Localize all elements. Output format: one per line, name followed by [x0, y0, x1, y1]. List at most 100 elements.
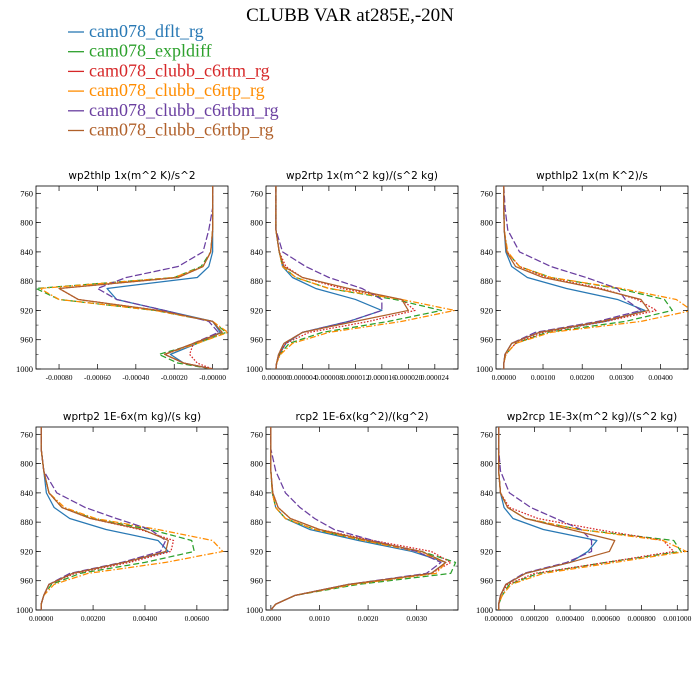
legend-label: cam078_clubb_c6rtbm_rg: [89, 100, 279, 120]
x-tick-label: 0.000016: [368, 373, 396, 382]
x-tick-label: 0.00000: [29, 614, 54, 623]
y-tick-label: 1000: [476, 364, 493, 374]
panel-wp2rcp: wp2rcp 1E-3x(m^2 kg)/(s^2 kg) 760 800 840 88…: [476, 411, 692, 623]
legend-entry-cam078-clubb-c6rtm-rg: cam078_clubb_c6rtm_rg: [68, 60, 270, 80]
x-tick-label: 0.00200: [570, 373, 595, 382]
panel-rcp2: rcp2 1E-6x(kg^2)/(kg^2) 760 800 840 880 920 96…: [246, 411, 459, 623]
legend-entry-cam078-expldiff: cam078_expldiff: [68, 41, 212, 61]
x-tick-label: 0.000600: [592, 614, 620, 623]
y-tick-label: 760: [250, 188, 263, 198]
x-tick-label: 0.0000: [261, 614, 282, 623]
x-tick-label: 0.000000: [485, 614, 513, 623]
y-tick-label: 920: [250, 546, 263, 556]
series-group: [503, 186, 688, 369]
y-tick-label: 1000: [246, 605, 263, 615]
x-tick-label: 0.001000: [663, 614, 691, 623]
y-tick-label: 880: [250, 276, 263, 286]
y-tick-label: 960: [480, 576, 493, 586]
x-tick-label: 0.00300: [609, 373, 634, 382]
x-tick-label: 0.00600: [185, 614, 210, 623]
series-line-cam078-dflt-rg: [40, 427, 169, 610]
panel-title: wp2rcp 1E-3x(m^2 kg)/(s^2 kg): [507, 411, 678, 423]
series-group: [275, 186, 456, 369]
panel-wprtp2: wprtp2 1E-6x(m kg)/(s kg) 760 800 840 880 920…: [16, 411, 229, 623]
x-tick-label: -0.00000: [199, 373, 226, 382]
series-line-cam078-clubb-c6rtbp-rg: [270, 427, 447, 610]
panel-title: wp2thlp 1x(m^2 K)/s^2: [68, 170, 195, 182]
legend-label: cam078_dflt_rg: [89, 21, 204, 41]
panel-title: wp2rtp 1x(m^2 kg)/(s^2 kg): [286, 170, 438, 182]
y-tick-label: 1000: [476, 605, 493, 615]
panel-title: wprtp2 1E-6x(m kg)/(s kg): [63, 411, 201, 423]
x-tick-label: 0.00400: [133, 614, 158, 623]
series-line-cam078-clubb-c6rtbp-rg: [40, 427, 169, 610]
legend-label: cam078_clubb_c6rtm_rg: [89, 60, 270, 80]
y-tick-label: 840: [20, 488, 33, 498]
x-tick-label: 0.000004: [288, 373, 316, 382]
legend-entry-cam078-dflt-rg: cam078_dflt_rg: [68, 21, 204, 41]
series-line-cam078-clubb-c6rtbp-rg: [498, 427, 616, 610]
x-tick-label: 0.0010: [309, 614, 330, 623]
legend-label: cam078_clubb_c6rtbp_rg: [89, 120, 274, 140]
series-line-cam078-clubb-c6rtbp-rg: [503, 186, 650, 369]
series-group: [36, 186, 228, 369]
series-line-cam078-expldiff: [40, 427, 195, 610]
series-line-cam078-clubb-c6rtbp-rg: [58, 186, 223, 369]
y-tick-label: 840: [480, 488, 493, 498]
series-line-cam078-clubb-c6rtbm-rg: [40, 427, 167, 610]
panel-frame: [35, 185, 229, 370]
series-line-cam078-clubb-c6rtbm-rg: [498, 427, 593, 610]
y-tick-label: 960: [20, 576, 33, 586]
series-line-cam078-clubb-c6rtbm-rg: [503, 186, 642, 369]
series-line-cam078-expldiff: [36, 186, 227, 369]
y-tick-label: 920: [250, 305, 263, 315]
x-tick-label: 0.00100: [531, 373, 556, 382]
panel-wp2rtp: wp2rtp 1x(m^2 kg)/(s^2 kg) 760 800 840 880 92…: [246, 170, 459, 382]
y-tick-label: 920: [20, 546, 33, 556]
y-tick-label: 800: [20, 218, 33, 228]
x-tick-label: 0.00200: [81, 614, 106, 623]
series-group: [270, 427, 457, 610]
y-tick-label: 800: [480, 218, 493, 228]
panel-title: wpthlp2 1x(m K^2)/s: [536, 170, 648, 182]
x-tick-label: 0.00400: [648, 373, 673, 382]
legend-entry-cam078-clubb-c6rtbp-rg: cam078_clubb_c6rtbp_rg: [68, 120, 274, 140]
panel-frame: [495, 185, 689, 370]
x-tick-label: -0.00020: [161, 373, 188, 382]
series-line-cam078-clubb-c6rtp-rg: [40, 427, 224, 610]
series-line-cam078-clubb-c6rtbm-rg: [270, 427, 442, 610]
x-tick-label: 0.000000: [262, 373, 290, 382]
legend-entry-cam078-clubb-c6rtbm-rg: cam078_clubb_c6rtbm_rg: [68, 100, 279, 120]
y-tick-label: 760: [20, 188, 33, 198]
series-line-cam078-dflt-rg: [503, 186, 646, 369]
y-tick-label: 760: [250, 429, 263, 439]
legend-entry-cam078-clubb-c6rtp-rg: cam078_clubb_c6rtp_rg: [68, 80, 265, 100]
y-tick-label: 920: [20, 305, 33, 315]
panel-frame: [265, 185, 459, 370]
x-tick-label: 0.000012: [341, 373, 369, 382]
y-tick-label: 880: [480, 276, 493, 286]
y-tick-label: 800: [480, 459, 493, 469]
x-tick-label: 0.000200: [520, 614, 548, 623]
y-tick-label: 760: [20, 429, 33, 439]
y-tick-label: 840: [20, 247, 33, 257]
y-tick-label: 960: [250, 576, 263, 586]
panel-frame: [495, 426, 689, 611]
x-tick-label: 0.00000: [492, 373, 517, 382]
x-tick-label: 0.000800: [628, 614, 656, 623]
y-tick-label: 960: [250, 335, 263, 345]
y-tick-label: 1000: [246, 364, 263, 374]
legend-label: cam078_expldiff: [89, 41, 212, 61]
y-tick-label: 1000: [16, 605, 33, 615]
x-tick-label: 0.000020: [394, 373, 422, 382]
figure-title: CLUBB VAR at285E,-20N: [246, 5, 454, 26]
series-line-cam078-clubb-c6rtm-rg: [40, 427, 175, 610]
legend-label: cam078_clubb_c6rtp_rg: [89, 80, 265, 100]
panel-frame: [265, 426, 459, 611]
y-tick-label: 880: [250, 517, 263, 527]
y-tick-label: 920: [480, 305, 493, 315]
series-line-cam078-clubb-c6rtp-rg: [503, 186, 688, 369]
y-tick-label: 960: [480, 335, 493, 345]
panel-wpthlp2: wpthlp2 1x(m K^2)/s 760 800 840 880 920 960 100…: [476, 170, 689, 382]
